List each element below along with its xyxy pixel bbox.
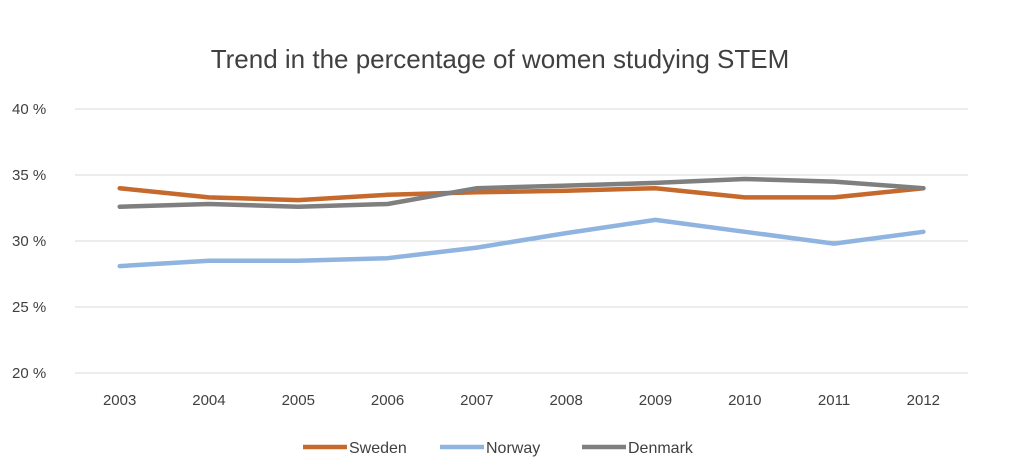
chart-title: Trend in the percentage of women studyin… xyxy=(211,44,790,74)
y-tick-label: 35 % xyxy=(12,167,46,184)
x-tick-label: 2006 xyxy=(371,392,404,409)
y-tick-label: 20 % xyxy=(12,365,46,382)
x-tick-label: 2004 xyxy=(192,392,225,409)
legend-label-norway: Norway xyxy=(486,440,540,457)
y-tick-label: 40 % xyxy=(12,101,46,118)
x-tick-label: 2008 xyxy=(549,392,582,409)
x-tick-label: 2012 xyxy=(907,392,940,409)
series-line-denmark xyxy=(117,176,926,209)
x-tick-label: 2010 xyxy=(728,392,761,409)
y-tick-label: 30 % xyxy=(12,233,46,250)
series-lines xyxy=(117,176,926,269)
x-tick-label: 2009 xyxy=(639,392,672,409)
x-axis-labels: 2003 2004 2005 2006 2007 2008 2009 2010 2011 2012 xyxy=(103,392,940,409)
legend-label-denmark: Denmark xyxy=(628,440,694,457)
y-tick-label: 25 % xyxy=(12,299,46,316)
x-tick-label: 2007 xyxy=(460,392,493,409)
x-tick-label: 2005 xyxy=(282,392,315,409)
y-axis-labels: 40 % 35 % 30 % 25 % 20 % xyxy=(12,101,46,382)
series-line-norway xyxy=(117,217,926,269)
x-tick-label: 2003 xyxy=(103,392,136,409)
series-line-sweden xyxy=(117,185,926,203)
legend: Sweden Norway Denmark xyxy=(303,440,694,457)
legend-label-sweden: Sweden xyxy=(349,440,407,457)
x-tick-label: 2011 xyxy=(818,392,850,409)
